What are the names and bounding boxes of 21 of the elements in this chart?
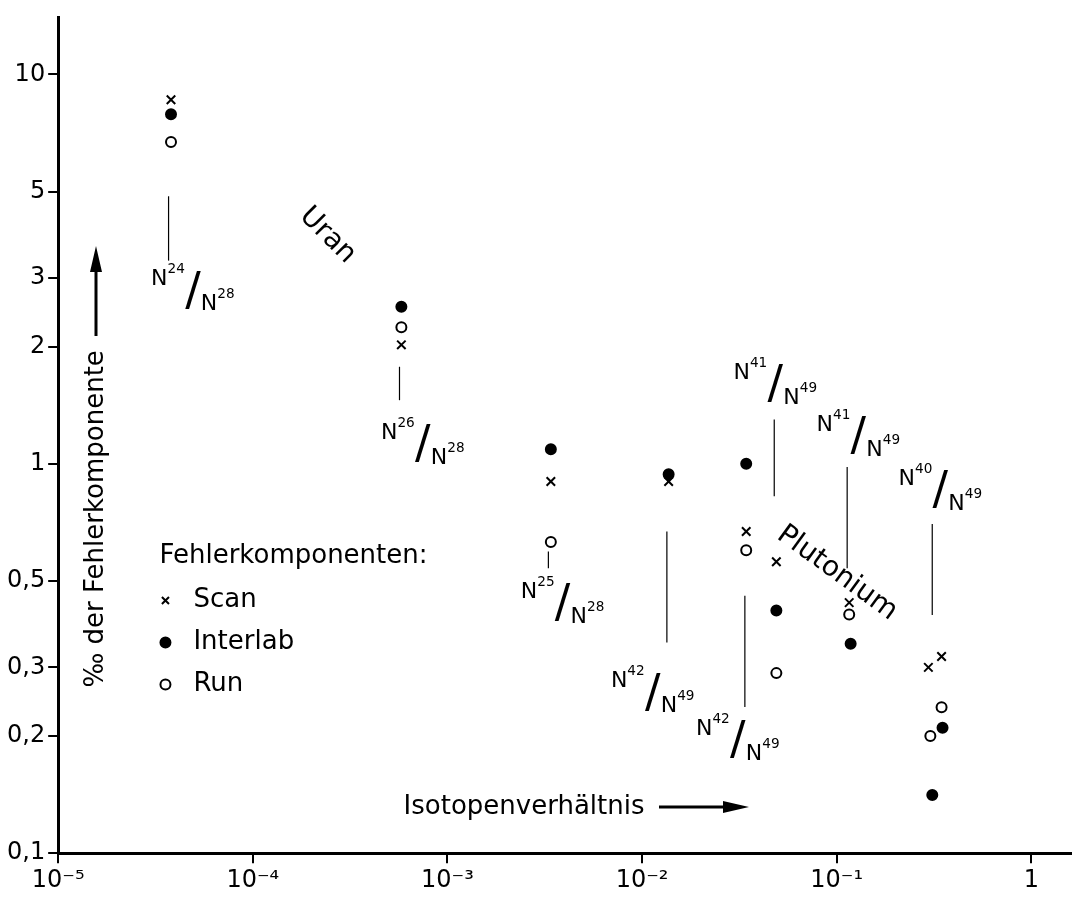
y-tick-label: 0,3 bbox=[7, 651, 46, 680]
legend-title: Fehlerkomponenten: bbox=[159, 539, 428, 570]
y-axis-title: ‰ der Fehlerkomponente bbox=[78, 350, 109, 688]
x-tick-label: 10⁻⁴ bbox=[226, 864, 280, 893]
x-tick-label: 10⁻¹ bbox=[810, 864, 864, 893]
y-tick-label: 5 bbox=[29, 175, 46, 204]
y-tick-label: 1 bbox=[29, 447, 46, 476]
x-tick-label: 10⁻³ bbox=[421, 864, 474, 893]
legend-label: Scan bbox=[193, 583, 257, 614]
y-tick-label: 0,2 bbox=[7, 720, 46, 749]
x-tick-label: 10⁻⁵ bbox=[31, 864, 85, 893]
y-tick-label: 10 bbox=[14, 58, 46, 87]
y-tick-label: 3 bbox=[29, 262, 46, 291]
x-tick-label: 10⁻² bbox=[615, 864, 669, 893]
x-axis-title: Isotopenverhältnis bbox=[403, 789, 645, 820]
y-tick-label: 2 bbox=[29, 330, 46, 359]
y-tick-label: 0,5 bbox=[7, 565, 46, 594]
legend-label: Interlab bbox=[193, 625, 295, 656]
x-tick-label: 1 bbox=[1023, 864, 1039, 893]
legend-label: Run bbox=[193, 667, 244, 698]
y-tick-label: 0,1 bbox=[7, 837, 46, 866]
